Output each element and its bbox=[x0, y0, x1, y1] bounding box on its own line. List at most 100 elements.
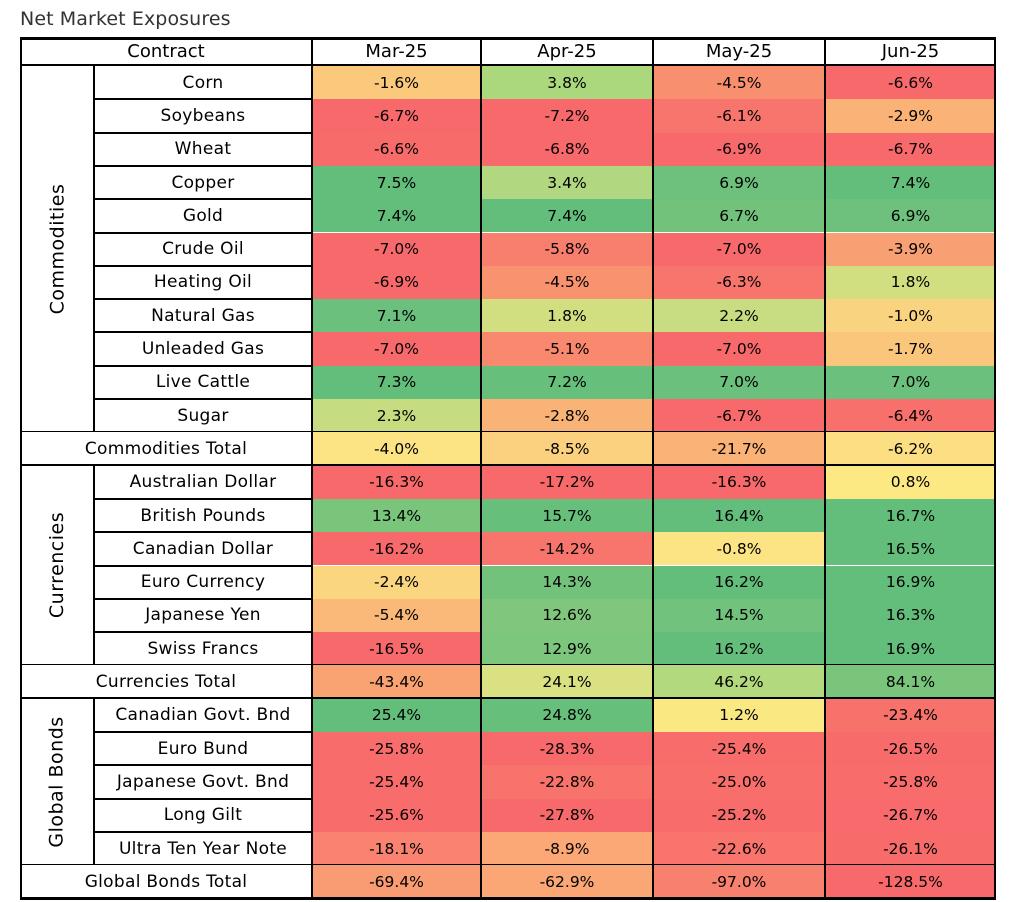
group-label-currencies: Currencies bbox=[20, 465, 94, 666]
row-label: Wheat bbox=[94, 132, 312, 166]
column-divider bbox=[824, 37, 826, 899]
header-month: Apr-25 bbox=[481, 37, 653, 66]
value-cell: -25.4% bbox=[653, 732, 825, 766]
row-divider bbox=[94, 198, 312, 201]
header-month: Jun-25 bbox=[825, 37, 996, 66]
value-cell: 12.6% bbox=[481, 598, 653, 633]
row-label: Gold bbox=[94, 199, 312, 233]
row-divider bbox=[94, 764, 312, 767]
value-cell: -7.0% bbox=[312, 232, 481, 266]
row-divider bbox=[94, 231, 312, 234]
value-cell: 7.5% bbox=[312, 165, 481, 200]
value-cell: -25.4% bbox=[312, 765, 481, 799]
value-cell: 0.8% bbox=[825, 465, 996, 499]
row-divider bbox=[94, 98, 312, 101]
row-label: Heating Oil bbox=[94, 265, 312, 300]
total-value-cell: 84.1% bbox=[825, 665, 996, 699]
row-label: Swiss Francs bbox=[94, 632, 312, 666]
row-label: British Pounds bbox=[94, 498, 312, 533]
value-cell: -1.6% bbox=[312, 66, 481, 100]
value-cell: -4.5% bbox=[653, 66, 825, 100]
value-cell: 16.2% bbox=[653, 632, 825, 666]
row-divider bbox=[94, 398, 312, 400]
total-value-cell: -69.4% bbox=[312, 865, 481, 899]
value-cell: 16.4% bbox=[653, 498, 825, 533]
header-contract: Contract bbox=[20, 37, 312, 66]
total-value-cell: -128.5% bbox=[825, 865, 996, 899]
value-cell: 1.2% bbox=[653, 698, 825, 732]
row-divider bbox=[94, 564, 312, 567]
value-cell: -17.2% bbox=[481, 465, 653, 499]
value-cell: 7.1% bbox=[312, 299, 481, 333]
total-value-cell: -8.5% bbox=[481, 432, 653, 466]
group-divider bbox=[93, 66, 95, 433]
table-border-top bbox=[20, 37, 996, 40]
value-cell: -6.6% bbox=[312, 132, 481, 166]
page-title: Net Market Exposures bbox=[20, 8, 231, 30]
value-cell: -5.8% bbox=[481, 232, 653, 266]
value-cell: 14.5% bbox=[653, 598, 825, 633]
value-cell: 2.2% bbox=[653, 299, 825, 333]
total-value-cell: -62.9% bbox=[481, 865, 653, 899]
value-cell: -1.7% bbox=[825, 332, 996, 366]
group-label-global-bonds: Global Bonds bbox=[20, 698, 94, 866]
value-cell: 16.2% bbox=[653, 565, 825, 599]
total-value-cell: -6.2% bbox=[825, 432, 996, 466]
value-cell: -25.6% bbox=[312, 798, 481, 832]
value-cell: 7.0% bbox=[653, 365, 825, 399]
value-cell: -16.3% bbox=[653, 465, 825, 499]
value-cell: -6.3% bbox=[653, 265, 825, 300]
row-divider bbox=[94, 298, 312, 301]
row-label: Euro Currency bbox=[94, 565, 312, 599]
group-label-text: Currencies bbox=[46, 512, 69, 619]
row-divider bbox=[94, 830, 312, 833]
value-cell: -16.3% bbox=[312, 465, 481, 499]
value-cell: 15.7% bbox=[481, 498, 653, 533]
value-cell: -6.7% bbox=[312, 99, 481, 133]
group-label-commodities: Commodities bbox=[20, 66, 94, 433]
row-label: Ultra Ten Year Note bbox=[94, 831, 312, 866]
row-label: Corn bbox=[94, 66, 312, 100]
total-label: Global Bonds Total bbox=[20, 865, 312, 899]
row-divider bbox=[94, 531, 312, 534]
value-cell: -7.2% bbox=[481, 99, 653, 133]
value-cell: -6.6% bbox=[825, 66, 996, 100]
row-divider bbox=[94, 131, 312, 134]
value-cell: -23.4% bbox=[825, 698, 996, 732]
value-cell: -16.5% bbox=[312, 632, 481, 666]
value-cell: 16.9% bbox=[825, 565, 996, 599]
row-label: Japanese Govt. Bnd bbox=[94, 765, 312, 799]
row-label: Australian Dollar bbox=[94, 465, 312, 499]
row-label: Japanese Yen bbox=[94, 598, 312, 633]
row-divider bbox=[94, 264, 312, 267]
total-rule-bottom bbox=[20, 696, 996, 700]
value-cell: -7.0% bbox=[312, 332, 481, 366]
group-label-text: Global Bonds bbox=[46, 716, 68, 848]
value-cell: 6.9% bbox=[653, 165, 825, 200]
row-divider bbox=[94, 631, 312, 634]
row-label: Soybeans bbox=[94, 99, 312, 133]
value-cell: -28.3% bbox=[481, 732, 653, 766]
value-cell: 7.4% bbox=[825, 165, 996, 200]
total-value-cell: -4.0% bbox=[312, 432, 481, 466]
table-border-right bbox=[994, 37, 996, 899]
value-cell: 2.3% bbox=[312, 399, 481, 433]
column-divider bbox=[311, 37, 313, 899]
value-cell: 1.8% bbox=[481, 299, 653, 333]
value-cell: 6.9% bbox=[825, 199, 996, 233]
row-divider bbox=[94, 597, 312, 600]
value-cell: -22.6% bbox=[653, 831, 825, 866]
value-cell: 7.0% bbox=[825, 365, 996, 399]
row-divider bbox=[94, 331, 312, 334]
table-border-left bbox=[20, 37, 22, 899]
value-cell: -27.8% bbox=[481, 798, 653, 832]
value-cell: 16.3% bbox=[825, 598, 996, 633]
row-divider bbox=[94, 164, 312, 167]
value-cell: -2.8% bbox=[481, 399, 653, 433]
value-cell: 3.4% bbox=[481, 165, 653, 200]
value-cell: -26.1% bbox=[825, 831, 996, 866]
total-rule-bottom bbox=[20, 896, 996, 900]
value-cell: -22.8% bbox=[481, 765, 653, 799]
total-value-cell: -21.7% bbox=[653, 432, 825, 466]
value-cell: -6.7% bbox=[653, 399, 825, 433]
